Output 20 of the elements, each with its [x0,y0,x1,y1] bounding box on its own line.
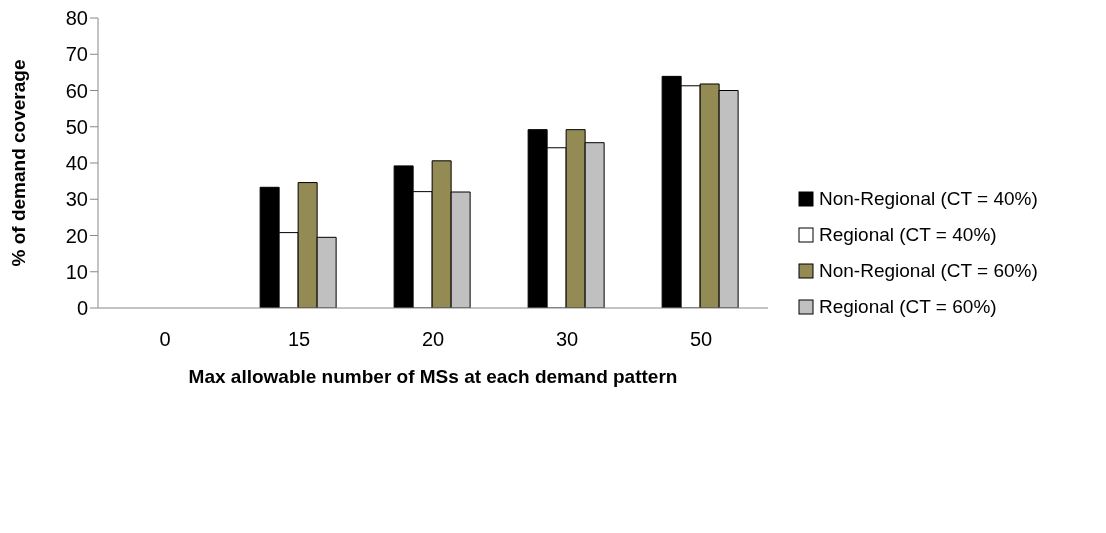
x-tick-label: 50 [689,328,713,351]
y-tick-label: 60 [65,79,88,102]
x-tick-label: 0 [159,328,171,351]
y-tick-label: 70 [65,43,88,66]
y-tick-label: 40 [65,152,88,175]
y-tick-label: 30 [65,188,88,211]
legend-label: Non-Regional (CT = 40%) [819,188,1038,210]
y-tick-label: 10 [65,260,88,283]
y-tick-label: 20 [65,224,88,247]
legend-label: Regional (CT = 60%) [819,296,997,318]
y-tick-label: 0 [76,297,88,320]
y-tick-label: 50 [65,115,88,138]
y-tick-label: 80 [65,7,88,30]
y-axis-title: % of demand coverage [7,59,29,267]
x-tick-label: 30 [555,328,579,351]
legend-label: Regional (CT = 40%) [819,224,997,246]
x-axis-title: Max allowable number of MSs at each demand pattern [188,366,678,387]
legend-label: Non-Regional (CT = 60%) [819,260,1038,282]
x-tick-label: 15 [287,328,311,351]
x-tick-label: 20 [421,328,445,351]
